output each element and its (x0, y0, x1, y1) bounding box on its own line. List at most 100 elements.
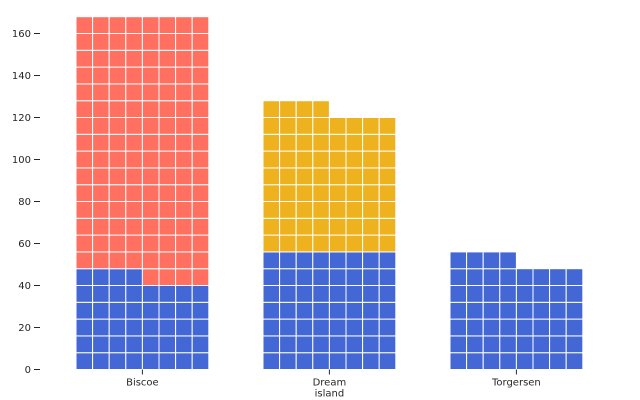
waffle-cell (262, 318, 281, 337)
waffle-cell (378, 217, 397, 236)
waffle-cell (125, 318, 143, 337)
waffle-cell (466, 318, 484, 337)
waffle-cell (75, 285, 94, 303)
waffle-cell (262, 301, 281, 320)
waffle-cell (279, 251, 297, 270)
waffle-cell (295, 301, 314, 320)
waffle-cell (158, 201, 177, 219)
waffle-cell (125, 201, 143, 219)
waffle-cell (141, 16, 160, 34)
waffle-cell (175, 184, 193, 202)
waffle-cell (125, 352, 143, 371)
waffle-cell (449, 318, 468, 337)
waffle-cell (295, 184, 314, 202)
waffle-cell (549, 301, 567, 320)
waffle-cell (362, 167, 380, 186)
waffle-cell (92, 83, 110, 102)
waffle-cell (175, 251, 193, 270)
waffle-cell (141, 133, 160, 152)
y-tick-label: 80 (18, 197, 31, 208)
waffle-cell (175, 100, 193, 118)
waffle-cell (345, 133, 364, 152)
waffle-cell (515, 335, 534, 354)
waffle-cell (515, 285, 534, 303)
waffle-cell (141, 268, 160, 287)
waffle-cell (191, 184, 210, 202)
waffle-cell (191, 100, 210, 118)
waffle-cell (262, 217, 281, 236)
waffle-cell (108, 318, 127, 337)
waffle-cell (141, 150, 160, 169)
waffle-cell (279, 217, 297, 236)
waffle-cell (191, 133, 210, 152)
waffle-cell (125, 167, 143, 186)
waffle-cell (125, 251, 143, 270)
waffle-cell (295, 117, 314, 135)
waffle-cell (565, 352, 584, 371)
waffle-cell (108, 301, 127, 320)
waffle-cell (345, 318, 364, 337)
waffle-cell (549, 352, 567, 371)
waffle-cell (328, 217, 347, 236)
waffle-cell (328, 335, 347, 354)
waffle-cell (191, 335, 210, 354)
waffle-cell (175, 150, 193, 169)
waffle-cell (191, 217, 210, 236)
waffle-cell (328, 268, 347, 287)
waffle-cell (191, 117, 210, 135)
waffle-cell (345, 301, 364, 320)
waffle-cell (175, 83, 193, 102)
waffle-cell (108, 150, 127, 169)
waffle-cell (328, 167, 347, 186)
waffle-cell (75, 117, 94, 135)
waffle-cell (141, 100, 160, 118)
waffle-cell (262, 184, 281, 202)
waffle-cell (158, 117, 177, 135)
waffle-cell (362, 318, 380, 337)
waffle-cell (125, 100, 143, 118)
waffle-cell (466, 251, 484, 270)
waffle-cell (158, 133, 177, 152)
y-tick-label: 20 (18, 323, 31, 334)
waffle-cell (158, 352, 177, 371)
waffle-cell (499, 318, 517, 337)
waffle-cell (108, 83, 127, 102)
waffle-cell (345, 285, 364, 303)
waffle-cell (158, 335, 177, 354)
waffle-cell (158, 66, 177, 85)
waffle-cell (75, 66, 94, 85)
waffle-cell (125, 335, 143, 354)
waffle-cell (279, 268, 297, 287)
waffle-cell (262, 352, 281, 371)
waffle-cell (279, 318, 297, 337)
waffle-cell (141, 301, 160, 320)
waffle-cell (378, 318, 397, 337)
waffle-cell (262, 285, 281, 303)
waffle-cell (158, 167, 177, 186)
waffle-cell (312, 268, 330, 287)
waffle-cell (75, 335, 94, 354)
waffle-cell (108, 49, 127, 68)
waffle-cell (75, 49, 94, 68)
waffle-cell (175, 167, 193, 186)
waffle-cell (362, 285, 380, 303)
waffle-cell (295, 335, 314, 354)
x-tick-label: Dream island (313, 378, 347, 400)
waffle-cell (191, 201, 210, 219)
waffle-cell (482, 301, 501, 320)
waffle-cell (279, 100, 297, 118)
waffle-cell (75, 167, 94, 186)
waffle-cell (295, 234, 314, 253)
waffle-cell (75, 100, 94, 118)
waffle-cell (312, 318, 330, 337)
waffle-cell (125, 285, 143, 303)
waffle-cell (175, 133, 193, 152)
waffle-cell (92, 117, 110, 135)
waffle-cell (362, 234, 380, 253)
waffle-cell (345, 352, 364, 371)
waffle-cell (362, 251, 380, 270)
waffle-cell (191, 66, 210, 85)
waffle-cell (141, 117, 160, 135)
waffle-cell (108, 100, 127, 118)
waffle-cell (449, 335, 468, 354)
